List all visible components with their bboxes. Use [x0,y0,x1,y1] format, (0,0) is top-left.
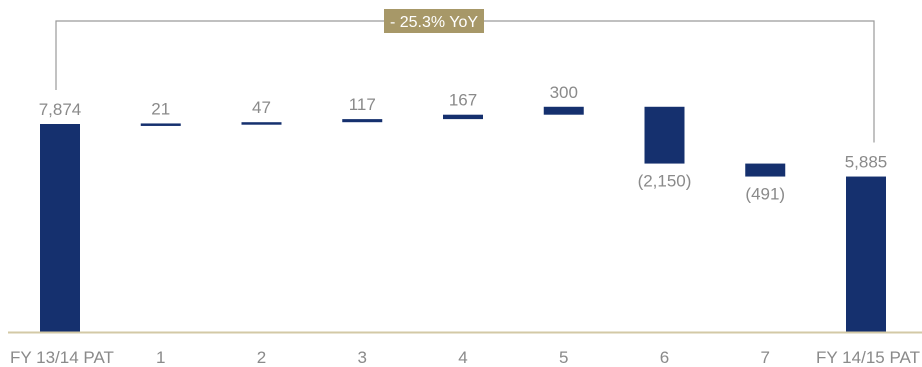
value-label: (491) [745,185,785,204]
bar-3 [342,119,383,123]
x-tick-label: FY 14/15 PAT [816,348,920,367]
value-label: 5,885 [845,153,888,172]
bar-5 [543,106,584,115]
value-labels-group: 7,874 21 47 117 167 300 (2,150) (491) 5,885 [39,83,888,204]
yoy-badge-text: - 25.3% YoY [390,14,478,31]
x-tick-label: 1 [156,348,165,367]
value-label: 117 [349,95,376,114]
x-tick-label: 7 [761,348,770,367]
value-label: 300 [550,83,578,102]
bars-group [40,106,886,332]
bar-1 [140,123,181,126]
bar-2 [241,122,282,125]
value-label: 47 [252,98,271,117]
x-tick-label: 3 [358,348,367,367]
bar-4 [443,114,483,120]
value-label: (2,150) [638,172,692,191]
x-tick-label: 5 [559,348,568,367]
yoy-badge: - 25.3% YoY [384,9,484,33]
bar-fy-13-14-pat [40,124,80,332]
value-label: 7,874 [39,100,82,119]
bar-6 [644,106,685,164]
x-tick-label: 4 [458,348,467,367]
bar-fy-14-15-pat [846,176,886,332]
x-tick-label: FY 13/14 PAT [10,348,114,367]
x-tick-label: 2 [257,348,266,367]
value-label: 21 [151,99,170,118]
bar-7 [745,163,786,177]
value-label: 167 [449,91,477,110]
x-tick-labels-group: FY 13/14 PAT 1 2 3 4 5 6 7 FY 14/15 PAT [10,348,920,367]
x-tick-label: 6 [660,348,669,367]
yoy-badge-box [384,9,484,33]
